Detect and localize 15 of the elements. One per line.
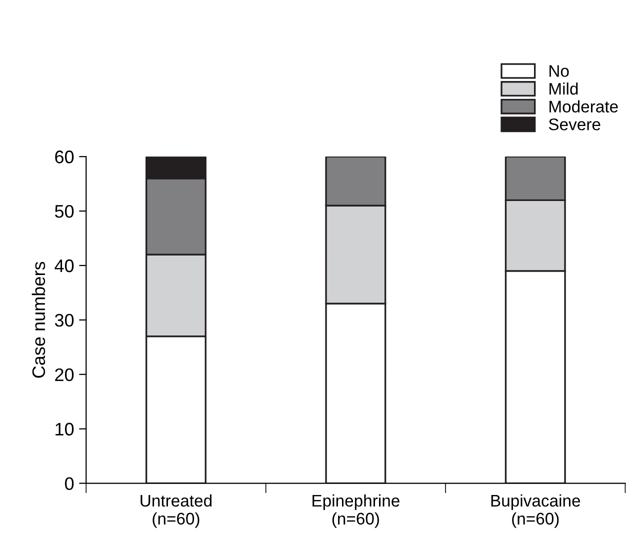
x-tick-label: Epinephrine (n=60)	[312, 494, 400, 528]
y-tick-label: 20	[55, 368, 74, 382]
legend-label: Severe	[548, 118, 600, 130]
y-tick-label: 40	[54, 259, 74, 272]
y-axis-title: Case numbers	[32, 262, 46, 378]
x-tick-label: Bupivacaine (n=60)	[491, 494, 580, 528]
legend-label: No	[550, 65, 569, 77]
y-tick-label: 50	[54, 204, 74, 218]
y-tick-label: 10	[56, 422, 74, 436]
y-tick-label: 30	[54, 314, 74, 327]
y-tick-label: 60	[55, 150, 74, 164]
legend-label: Mild	[550, 82, 578, 95]
legend-label: Moderate	[550, 100, 618, 113]
x-tick-label: Untreated (n=60)	[140, 494, 212, 528]
y-tick-label: 0	[64, 477, 74, 490]
